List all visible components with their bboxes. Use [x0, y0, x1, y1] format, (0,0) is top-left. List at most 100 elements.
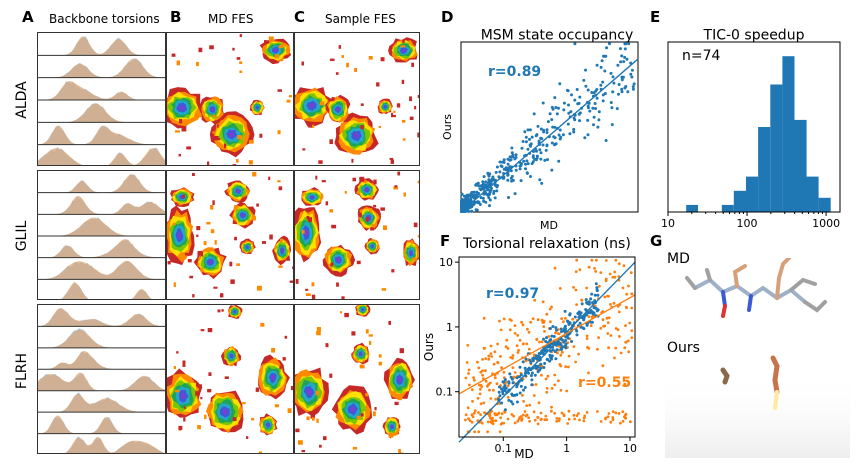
chart-d-point	[553, 96, 557, 100]
chart-f-point-blue	[498, 385, 501, 389]
chart-f-point-orange	[547, 335, 551, 338]
chart-e-bar	[686, 204, 698, 212]
chart-f-point-orange	[522, 400, 525, 403]
chart-f-point-blue	[563, 327, 567, 331]
fes-speckle	[208, 372, 212, 376]
chart-d-point	[626, 90, 630, 94]
chart-d-point	[595, 63, 599, 67]
chart-d-point	[546, 120, 550, 124]
fes-speckle	[212, 114, 216, 118]
chart-d-point	[611, 90, 615, 94]
chart-f-point-orange	[621, 410, 625, 414]
panel-letter-d: D	[441, 8, 454, 26]
fes-speckle	[171, 53, 176, 57]
chart-d-point	[484, 200, 488, 204]
chart-f-point-orange	[515, 344, 519, 348]
chart-f-point-orange	[520, 417, 524, 421]
panel-letter-e: E	[650, 8, 661, 26]
molecule-md-structure	[685, 258, 827, 318]
chart-d-point	[619, 47, 622, 51]
chart-f-point-orange	[513, 371, 517, 374]
row-label-flrh: FLRH	[14, 352, 30, 390]
chart-d-point	[509, 158, 513, 162]
fes-speckle	[344, 312, 349, 318]
chart-f-point-orange	[555, 419, 559, 423]
torsion-plot-flrh	[38, 308, 165, 453]
fes-speckle	[301, 450, 306, 453]
torsion-plot-glil	[38, 173, 165, 299]
chart-f-point-blue	[595, 289, 599, 293]
chart-f-point-orange	[489, 352, 493, 356]
fes-speckle	[200, 251, 203, 257]
torsion-dist-md	[38, 174, 165, 193]
chart-d-point	[526, 162, 530, 166]
fes-speckle	[417, 180, 419, 184]
chart-f-point-orange	[484, 369, 487, 373]
fes-speckle	[409, 96, 412, 102]
fes-speckle	[172, 222, 176, 226]
chart-f-point-orange	[587, 371, 590, 375]
torsion-dist-md	[38, 217, 165, 236]
chart-d-point	[481, 180, 485, 184]
chart-d-point	[535, 156, 539, 160]
chart-f-point-orange	[513, 421, 517, 425]
chart-f-point-orange	[614, 411, 618, 415]
chart-f-point-blue	[560, 330, 563, 334]
chart-f-point-orange	[467, 417, 470, 421]
chart-d-point	[586, 133, 590, 137]
fes-speckle	[213, 286, 218, 289]
chart-d-point	[624, 85, 628, 88]
chart-f-point-orange	[476, 396, 480, 400]
fes-speckle	[236, 159, 239, 163]
chart-d-point	[622, 60, 626, 64]
fes-speckle	[394, 401, 399, 406]
chart-f-point-orange	[577, 352, 580, 356]
chart-d-point	[461, 204, 465, 208]
chart-f-point-orange	[609, 334, 613, 337]
chart-d-point	[519, 179, 523, 183]
chart-f-point-orange	[492, 362, 496, 366]
chart-d-point	[542, 130, 546, 134]
chart-d-point	[494, 170, 498, 174]
chart-f-point-orange	[630, 329, 634, 332]
panel-title-b: MD FES	[208, 12, 254, 26]
chart-f-point-orange	[550, 405, 553, 409]
chart-f-point-orange	[540, 340, 544, 344]
fes-sample-alda-plot	[295, 37, 419, 164]
chart-d-point	[522, 159, 526, 163]
fes-speckle	[326, 343, 329, 347]
fes-speckle	[196, 61, 199, 67]
chart-d-point	[629, 72, 633, 76]
chart-f-point-orange	[617, 262, 621, 266]
chart-f-point-orange	[628, 321, 632, 325]
chart-f-point-orange	[491, 422, 495, 426]
chart-f-point-orange	[574, 360, 577, 364]
fes-speckle	[210, 205, 214, 210]
chart-d-ylabel: Ours	[441, 114, 454, 140]
fes-speckle	[295, 428, 300, 433]
chart-f-point-orange	[605, 316, 609, 320]
chart-f-point-orange	[553, 373, 557, 377]
chart-f-point-blue	[531, 359, 535, 363]
chart-d-point	[544, 148, 548, 152]
chart-f-point-orange	[525, 342, 529, 346]
fes-speckle	[393, 110, 396, 114]
chart-f-point-orange	[627, 284, 630, 288]
chart-f-point-orange	[472, 378, 476, 382]
chart-f-point-orange	[622, 264, 626, 268]
chart-f-point-orange	[559, 353, 563, 357]
fes-speckle	[230, 279, 235, 284]
fes-speckle	[378, 125, 381, 128]
chart-f-point-orange	[521, 413, 525, 417]
chart-d-point	[569, 110, 573, 114]
fes-speckle	[402, 39, 405, 43]
chart-f-point-orange	[548, 307, 552, 311]
chart-f-point-orange	[470, 388, 474, 392]
chart-f-point-blue	[589, 297, 593, 301]
fes-speckle	[203, 241, 207, 246]
chart-f-point-orange	[518, 338, 522, 342]
chart-f-point-orange	[506, 347, 510, 350]
fes-md-glil-plot	[167, 172, 293, 298]
chart-d-point	[627, 42, 631, 46]
chart-f-point-blue	[549, 349, 553, 353]
